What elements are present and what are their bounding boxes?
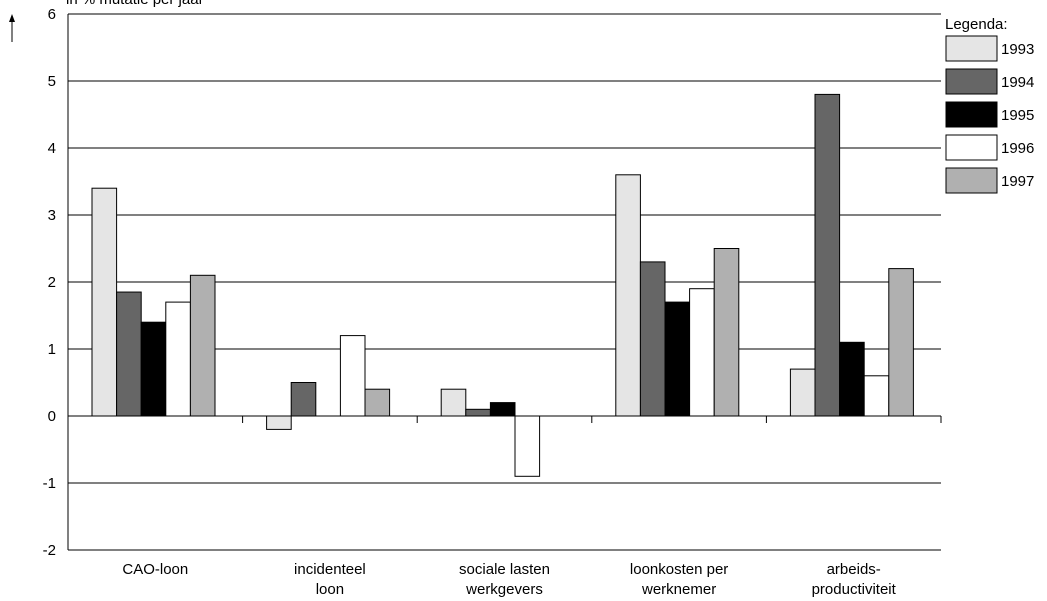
bar-1996-4: [863, 375, 890, 417]
x-tick-label: incidenteel: [294, 561, 366, 578]
y-tick-label: -1: [43, 475, 56, 492]
bar-1994-3: [639, 261, 666, 417]
x-tick-label: sociale lasten: [459, 561, 550, 578]
bar-1997-1: [364, 388, 391, 417]
x-tick-label: werkgevers: [465, 581, 543, 598]
axes: [67, 14, 942, 551]
legend-swatch-1993: [945, 35, 998, 62]
bar-1995-0: [140, 321, 167, 417]
bar-1993-4: [789, 368, 816, 417]
y-tick-label: 4: [48, 140, 56, 157]
y-tick-label: 0: [48, 408, 56, 425]
x-tick-labels: CAO-loon incidenteel loon sociale lasten wer…: [122, 561, 896, 598]
bar-1996-3: [689, 288, 715, 417]
bar-1997-3: [713, 248, 740, 417]
bar-1994-2: [465, 408, 491, 417]
y-axis-label: in % mutatie per jaar: [66, 0, 204, 8]
legend: Legenda: 1993 1994 1995 1996 1997: [945, 16, 1034, 194]
y-tick-label: 2: [48, 274, 56, 291]
legend-swatch-1995: [945, 101, 998, 128]
bar-1994-0: [116, 291, 142, 417]
legend-label: 1993: [1001, 41, 1034, 58]
bar-1997-4: [888, 268, 914, 417]
legend-label: 1995: [1001, 107, 1034, 124]
x-tick-label: loonkosten per: [630, 561, 728, 578]
bar-1995-2: [489, 402, 516, 417]
legend-title: Legenda:: [945, 16, 1008, 33]
legend-swatch-1994: [945, 68, 998, 95]
bar-1993-3: [615, 174, 641, 417]
legend-swatch-1997: [945, 167, 998, 194]
y-tick-label: 6: [48, 6, 56, 23]
legend-swatch-1996: [945, 134, 998, 161]
bar-1996-0: [165, 301, 191, 417]
x-tick-label: arbeids-: [827, 561, 881, 578]
legend-label: 1994: [1001, 74, 1034, 91]
x-tick-label: CAO-loon: [122, 561, 188, 578]
y-tick-label: 5: [48, 73, 56, 90]
bar-1995-3: [664, 301, 691, 417]
y-tick-label: 1: [48, 341, 56, 358]
x-tick-label: loon: [316, 581, 344, 598]
x-tick-label: productiviteit: [812, 581, 897, 598]
y-axis-label-group: in % mutatie per jaar: [9, 0, 204, 42]
legend-label: 1997: [1001, 173, 1034, 190]
bar-1993-2: [440, 388, 467, 417]
x-tick-label: werknemer: [641, 581, 716, 598]
bar-1993-0: [91, 187, 118, 417]
y-tick-label: 3: [48, 207, 56, 224]
legend-label: 1996: [1001, 140, 1034, 157]
bar-1993-1: [266, 415, 292, 430]
bar-1996-1: [339, 335, 366, 417]
bar-1994-1: [290, 382, 317, 417]
y-tick-label: -2: [43, 542, 56, 559]
bar-1994-4: [814, 93, 841, 417]
bars: [91, 93, 914, 477]
y-axis-arrow-head: [9, 14, 15, 22]
bar-1995-4: [839, 341, 865, 417]
bar-1996-2: [514, 415, 541, 477]
y-tick-labels: 6 5 4 3 2 1 0 -1 -2: [43, 6, 56, 559]
bar-1997-0: [189, 274, 216, 417]
